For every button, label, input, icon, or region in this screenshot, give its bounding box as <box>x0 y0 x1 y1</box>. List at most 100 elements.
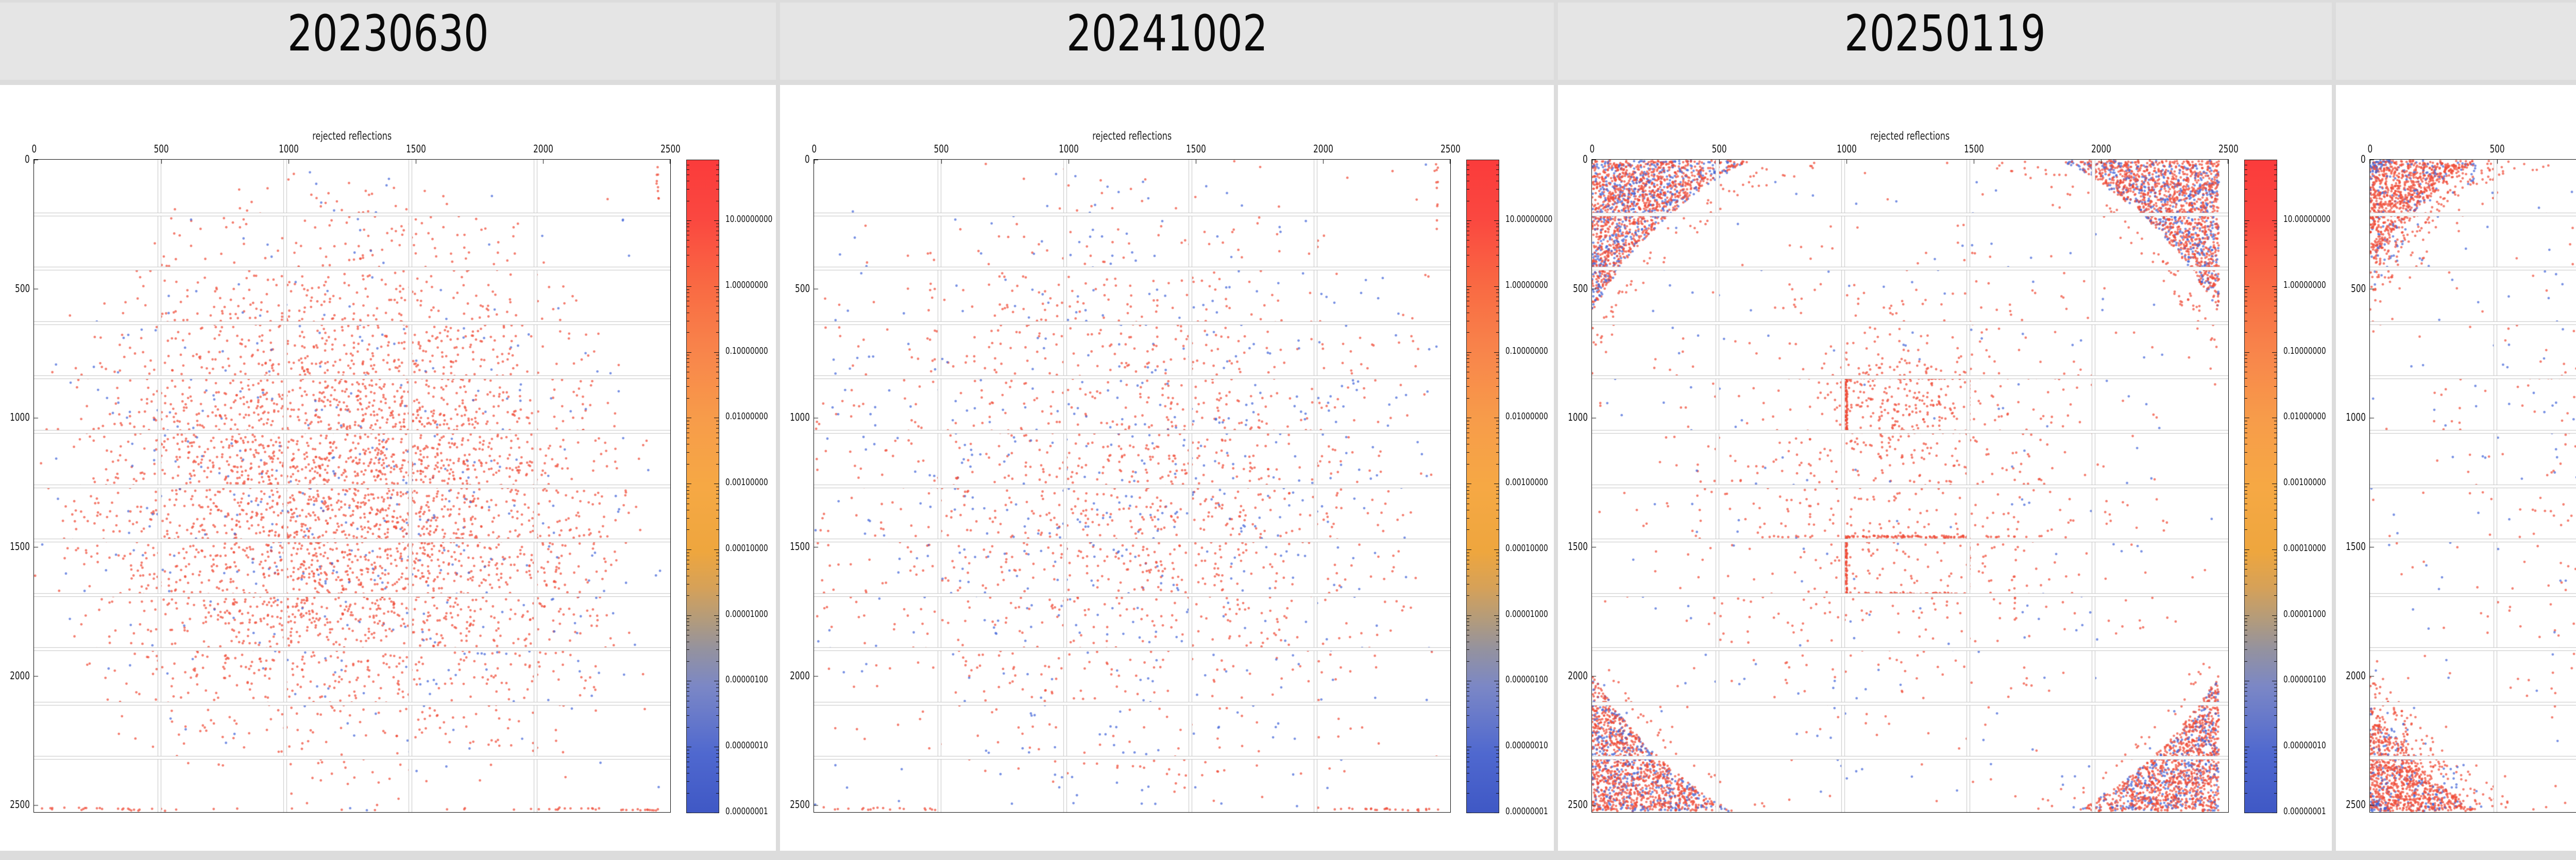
colorbar-minor-tick <box>716 452 719 453</box>
colorbar-tick <box>714 615 719 616</box>
colorbar-minor-tick <box>1496 595 1499 596</box>
colorbar-tick-label: 0.01000000 <box>725 411 768 422</box>
colorbar-tick <box>2272 286 2277 287</box>
colorbar-minor-tick <box>1496 707 1499 708</box>
colorbar-tick <box>2245 220 2249 221</box>
colorbar-tick <box>1494 615 1499 616</box>
colorbar-minor-tick <box>716 490 719 491</box>
x-tick-label: 1000 <box>1836 143 1857 155</box>
colorbar-tick <box>2272 352 2277 353</box>
colorbar-minor-tick <box>716 378 719 379</box>
x-tick-label: 1000 <box>1058 143 1079 155</box>
colorbar-minor-tick <box>1467 518 1469 519</box>
colorbar-minor-tick <box>687 707 689 708</box>
colorbar-minor-tick <box>2245 707 2247 708</box>
colorbar-minor-tick <box>2274 781 2277 782</box>
colorbar-minor-tick <box>2245 625 2247 626</box>
x-tick-label: 0 <box>2367 143 2372 155</box>
y-tick-label: 500 <box>2350 282 2366 295</box>
colorbar-minor-tick <box>1496 424 1499 425</box>
y-tick-label: 500 <box>1572 282 1588 295</box>
colorbar-minor-tick <box>1496 289 1499 290</box>
colorbar-minor-tick <box>716 753 719 754</box>
colorbar-minor-tick <box>1496 358 1499 359</box>
colorbar-minor-tick <box>1467 529 1469 530</box>
colorbar-minor-tick <box>1496 649 1499 650</box>
x-tick-label: 1000 <box>278 143 299 155</box>
plot-subtitle: rejected reflections <box>312 130 392 142</box>
colorbar-minor-tick <box>687 781 689 782</box>
colorbar-tick-label: 0.00000001 <box>2283 806 2326 817</box>
colorbar-tick-label: 0.00000001 <box>1505 806 1548 817</box>
colorbar-minor-tick <box>1496 463 1499 465</box>
colorbar-minor-tick <box>1467 618 1469 619</box>
colorbar-minor-tick <box>1467 569 1469 570</box>
y-tick-label: 1000 <box>790 411 810 424</box>
colorbar-minor-tick <box>2274 529 2277 530</box>
colorbar-minor-tick <box>2274 518 2277 519</box>
y-tick-label: 2500 <box>10 798 30 811</box>
colorbar-minor-tick <box>1496 661 1499 662</box>
plot-subtitle: rejected reflections <box>1092 130 1172 142</box>
colorbar-minor-tick <box>687 332 689 333</box>
colorbar-minor-tick <box>2274 424 2277 425</box>
colorbar-minor-tick <box>2274 661 2277 662</box>
colorbar-minor-tick <box>1496 618 1499 619</box>
x-tick-label: 0 <box>31 143 37 155</box>
colorbar-tick <box>714 286 719 287</box>
colorbar-minor-tick <box>687 529 689 530</box>
colorbar-minor-tick <box>1496 169 1499 170</box>
colorbar-tick <box>1467 352 1471 353</box>
x-tick-label: 500 <box>934 143 949 155</box>
x-tick-label: 1500 <box>1185 143 1206 155</box>
colorbar-tick-label: 1.00000000 <box>1505 279 1548 290</box>
y-tick-label: 0 <box>805 153 810 165</box>
colorbar-minor-tick <box>2274 793 2277 794</box>
colorbar-minor-tick <box>1496 625 1499 626</box>
colorbar-minor-tick <box>1496 753 1499 754</box>
panel-header: 20250224 <box>2336 3 2576 80</box>
colorbar-tick <box>1467 549 1471 550</box>
colorbar-minor-tick <box>1496 793 1499 794</box>
colorbar-minor-tick <box>1496 189 1499 190</box>
colorbar-minor-tick <box>2245 661 2247 662</box>
colorbar-minor-tick <box>2245 618 2247 619</box>
colorbar-minor-tick <box>716 332 719 333</box>
colorbar-tick-label: 0.00100000 <box>1505 477 1548 488</box>
colorbar-minor-tick <box>1467 386 1469 387</box>
colorbar-minor-tick <box>716 707 719 708</box>
colorbar-minor-tick <box>1496 518 1499 519</box>
colorbar-minor-tick <box>1467 687 1469 688</box>
colorbar-minor-tick <box>716 398 719 399</box>
colorbar-minor-tick <box>687 618 689 619</box>
colorbar-minor-tick <box>1496 452 1499 453</box>
colorbar-tick-label: 0.10000000 <box>725 345 768 356</box>
colorbar-tick <box>687 220 691 221</box>
colorbar-minor-tick <box>687 793 689 794</box>
colorbar-minor-tick <box>2245 223 2247 224</box>
colorbar-minor-tick <box>687 490 689 491</box>
colorbar-tick-label: 0.00001000 <box>725 608 768 620</box>
colorbar-minor-tick <box>1496 378 1499 379</box>
colorbar-tick-label: 10.00000000 <box>1505 214 1553 225</box>
x-tick-label: 0 <box>811 143 817 155</box>
x-tick-label: 2000 <box>2091 143 2111 155</box>
y-tick-label: 500 <box>794 282 810 295</box>
colorbar-minor-tick <box>1496 529 1499 530</box>
colorbar-tick <box>687 615 691 616</box>
y-tick-label: 1500 <box>790 540 810 553</box>
colorbar-minor-tick <box>687 715 689 716</box>
colorbar-tick <box>2272 220 2277 221</box>
colorbar-minor-tick <box>1496 332 1499 333</box>
colorbar-minor-tick <box>2245 687 2247 688</box>
y-tick-label: 0 <box>2361 153 2366 165</box>
colorbar-minor-tick <box>1467 727 1469 728</box>
colorbar-minor-tick <box>2274 625 2277 626</box>
colorbar-tick-label: 1.00000000 <box>725 279 768 290</box>
colorbar-minor-tick <box>716 661 719 662</box>
y-tick-label: 1000 <box>1568 411 1588 424</box>
x-tick-label: 0 <box>1589 143 1595 155</box>
colorbar-minor-tick <box>1467 595 1469 596</box>
colorbar-tick-label: 0.10000000 <box>1505 345 1548 356</box>
colorbar-minor-tick <box>1496 781 1499 782</box>
